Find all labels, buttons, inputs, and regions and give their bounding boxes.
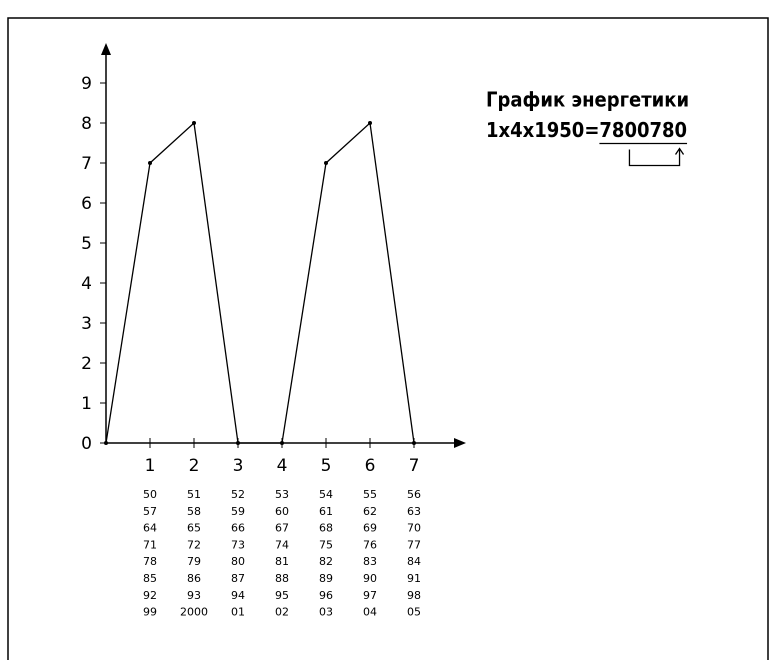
year-label: 77 <box>407 538 421 551</box>
x-tick-label: 2 <box>189 456 200 476</box>
year-label: 88 <box>275 572 289 585</box>
year-label: 60 <box>275 505 289 518</box>
formula-bracket <box>599 142 688 167</box>
point <box>412 441 416 445</box>
point <box>104 441 108 445</box>
y-tick-label: 4 <box>81 274 92 294</box>
year-label: 89 <box>319 572 333 585</box>
year-label: 05 <box>407 606 421 619</box>
y-tick-label: 9 <box>81 74 92 94</box>
x-tick-label: 6 <box>365 456 376 476</box>
year-label: 58 <box>187 505 201 518</box>
formula: 1x4x1950=7800780 <box>486 118 687 142</box>
year-label: 90 <box>363 572 377 585</box>
year-label: 94 <box>231 589 245 602</box>
year-label: 69 <box>363 522 377 535</box>
year-label: 63 <box>407 505 421 518</box>
y-tick-label: 6 <box>81 194 92 214</box>
year-label: 51 <box>187 488 201 501</box>
year-label: 95 <box>275 589 289 602</box>
formula-prefix: 1x4x1950= <box>486 118 599 142</box>
point <box>148 161 152 165</box>
formula-second: 780 <box>649 118 687 142</box>
frame <box>7 17 769 660</box>
year-label: 54 <box>319 488 333 501</box>
year-label: 62 <box>363 505 377 518</box>
y-tick-label: 3 <box>81 314 92 334</box>
line <box>105 121 415 444</box>
year-label: 66 <box>231 522 245 535</box>
year-label: 86 <box>187 572 201 585</box>
x-tick-label: 7 <box>409 456 420 476</box>
x-tick-label: 3 <box>233 456 244 476</box>
x-axis-arrow <box>454 438 466 448</box>
year-label: 80 <box>231 555 245 568</box>
point <box>192 121 196 125</box>
year-label: 55 <box>363 488 377 501</box>
year-label: 98 <box>407 589 421 602</box>
point <box>236 441 240 445</box>
year-label: 87 <box>231 572 245 585</box>
year-label: 76 <box>363 538 377 551</box>
year-label: 01 <box>231 606 245 619</box>
y-tick-label: 0 <box>81 434 92 454</box>
year-label: 68 <box>319 522 333 535</box>
year-label: 97 <box>363 589 377 602</box>
year-label: 84 <box>407 555 421 568</box>
formula-first: 7800 <box>599 118 649 142</box>
year-label: 74 <box>275 538 289 551</box>
point <box>368 121 372 125</box>
x-tick-label: 5 <box>321 456 332 476</box>
point <box>280 441 284 445</box>
year-label: 64 <box>143 522 157 535</box>
year-label: 70 <box>407 522 421 535</box>
year-label: 04 <box>363 606 377 619</box>
year-label: 03 <box>319 606 333 619</box>
year-label: 65 <box>187 522 201 535</box>
y-tick-label: 7 <box>81 154 92 174</box>
chart-title: График энергетики <box>486 88 689 112</box>
point <box>324 161 328 165</box>
x-tick-label: 1 <box>145 456 156 476</box>
y-tick-label: 8 <box>81 114 92 134</box>
year-label: 82 <box>319 555 333 568</box>
bracket <box>628 147 685 167</box>
year-label: 78 <box>143 555 157 568</box>
year-label: 96 <box>319 589 333 602</box>
year-label: 50 <box>143 488 157 501</box>
year-label: 72 <box>187 538 201 551</box>
year-label: 71 <box>143 538 157 551</box>
year-label: 85 <box>143 572 157 585</box>
year-label: 91 <box>407 572 421 585</box>
y-tick-label: 2 <box>81 354 92 374</box>
year-label: 99 <box>143 606 157 619</box>
y-tick-label: 1 <box>81 394 92 414</box>
year-label: 93 <box>187 589 201 602</box>
year-label: 81 <box>275 555 289 568</box>
year-label: 02 <box>275 606 289 619</box>
year-label: 75 <box>319 538 333 551</box>
y-axis-arrow <box>101 43 111 55</box>
year-label: 92 <box>143 589 157 602</box>
year-label: 53 <box>275 488 289 501</box>
year-label: 2000 <box>180 606 208 619</box>
year-label: 83 <box>363 555 377 568</box>
year-label: 52 <box>231 488 245 501</box>
x-tick-label: 4 <box>277 456 288 476</box>
year-label: 61 <box>319 505 333 518</box>
y-tick-label: 5 <box>81 234 92 254</box>
year-label: 73 <box>231 538 245 551</box>
year-label: 67 <box>275 522 289 535</box>
year-label: 79 <box>187 555 201 568</box>
year-label: 56 <box>407 488 421 501</box>
year-label: 59 <box>231 505 245 518</box>
year-label: 57 <box>143 505 157 518</box>
